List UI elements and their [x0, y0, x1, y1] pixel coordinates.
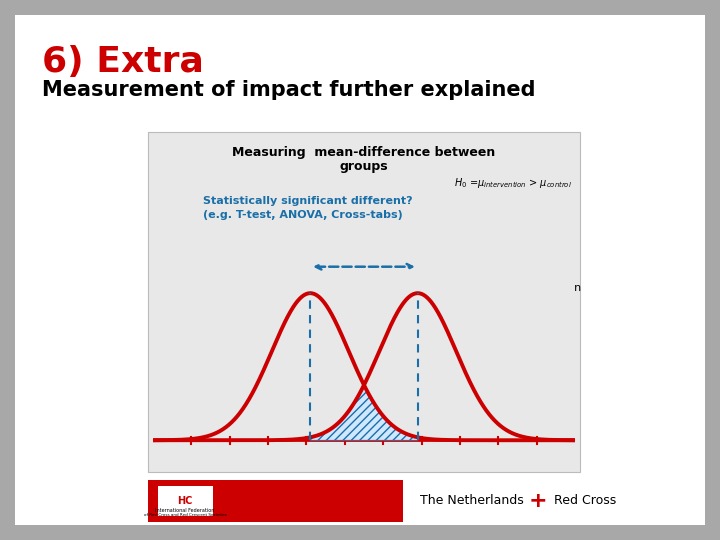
Bar: [148, 132, 580, 472]
Text: Measuring  mean-difference between: Measuring mean-difference between: [233, 146, 495, 159]
Text: → 95% Confidence Interval: → 95% Confidence Interval: [166, 442, 323, 452]
Text: HC: HC: [177, 496, 193, 506]
Text: +: +: [528, 491, 547, 511]
Text: Measurement of impact further explained: Measurement of impact further explained: [42, 80, 536, 100]
Text: 5% overlap (1$^{st}$ order error, Alpha): 5% overlap (1$^{st}$ order error, Alpha): [166, 428, 369, 444]
Text: Control
Group: Control Group: [160, 284, 200, 307]
Text: Intervention
Group: Intervention Group: [514, 284, 582, 307]
Text: 6) Extra: 6) Extra: [42, 45, 204, 79]
Text: The Netherlands: The Netherlands: [420, 495, 523, 508]
Text: Red Cross: Red Cross: [554, 495, 616, 508]
Bar: [148, 480, 403, 522]
Text: Statistically significant different?: Statistically significant different?: [203, 196, 413, 206]
Text: (e.g. T-test, ANOVA, Cross-tabs): (e.g. T-test, ANOVA, Cross-tabs): [203, 210, 402, 220]
Text: International Federation: International Federation: [156, 509, 215, 514]
Text: H$_0$ =$\mu$$_{intervention}$ > $\mu$$_{control}$: H$_0$ =$\mu$$_{intervention}$ > $\mu$$_{…: [454, 176, 572, 190]
Bar: [158, 486, 213, 516]
Text: of Red Cross and Red Crescent Societies: of Red Cross and Red Crescent Societies: [143, 513, 226, 517]
Text: Answer scale’s: Answer scale’s: [479, 428, 572, 438]
Text: groups: groups: [340, 160, 388, 173]
